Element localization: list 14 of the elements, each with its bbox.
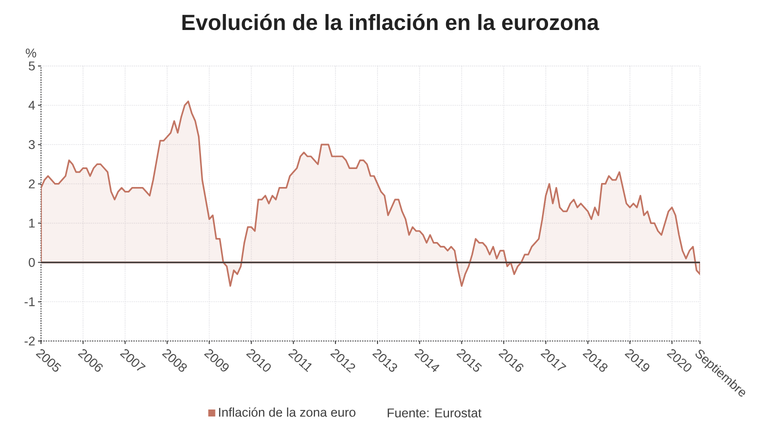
y-axis-title: % (26, 48, 36, 58)
y-tick-label: 5 (28, 62, 35, 70)
y-tick-label: -1 (24, 297, 35, 306)
chart-title: Evolución de la inflación en la eurozona (182, 14, 600, 30)
y-tick-label: 2 (28, 179, 35, 188)
source-note: Fuente: Eurostat (388, 408, 482, 418)
y-tick-label: 3 (28, 140, 35, 150)
x-tick-label: 2017 (540, 349, 566, 371)
y-tick-label: 4 (28, 100, 35, 110)
x-tick-label: 2007 (120, 349, 146, 371)
y-tick-label: 1 (29, 218, 35, 228)
y-tick-label: -2 (24, 336, 35, 346)
legend-label: Inflación de la zona euro (219, 407, 356, 417)
y-tick-label: 0 (28, 258, 35, 267)
